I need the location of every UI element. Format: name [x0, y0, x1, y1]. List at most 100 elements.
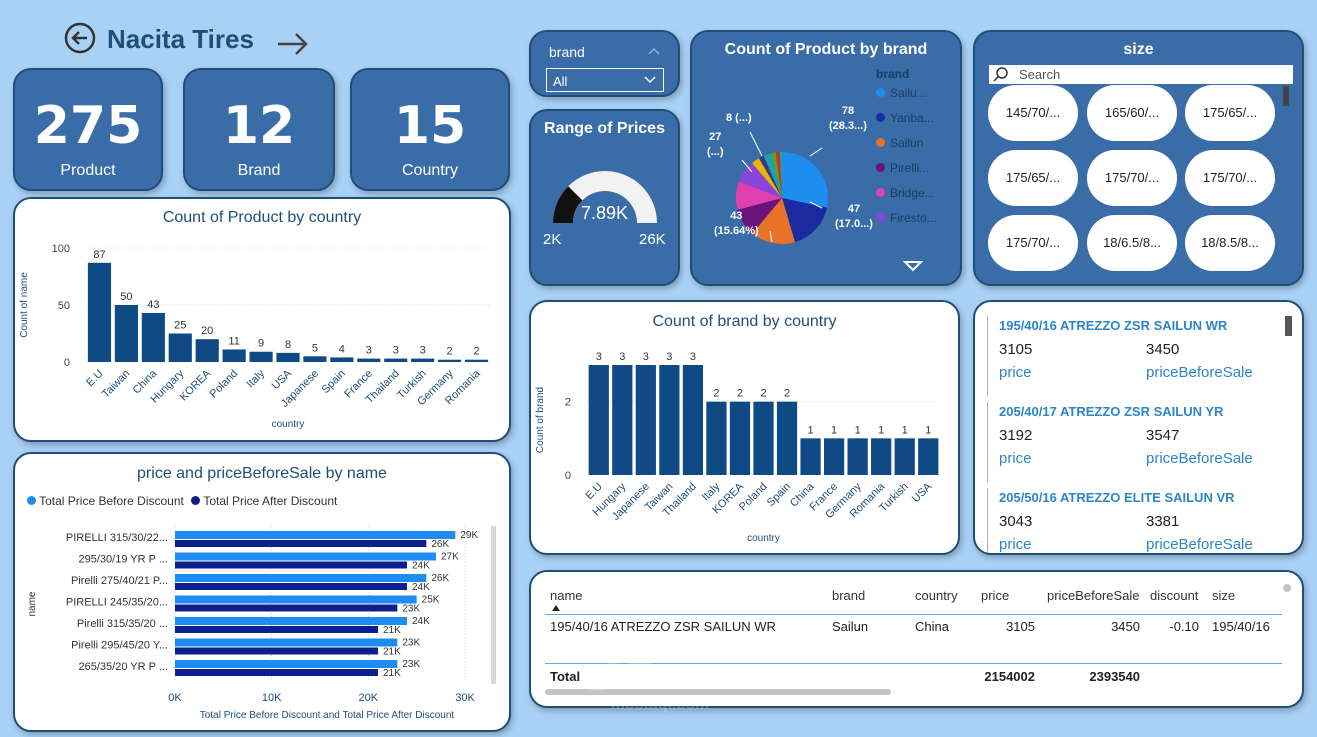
- product-card-before: 3547: [1146, 427, 1180, 444]
- pie-legend-item[interactable]: Firesto...: [876, 211, 937, 236]
- bar-after-discount[interactable]: [175, 540, 427, 547]
- col-size[interactable]: size: [1212, 588, 1236, 603]
- bar[interactable]: [894, 438, 915, 475]
- table-v-scrollbar[interactable]: [1283, 584, 1291, 592]
- bar-before-discount[interactable]: [175, 638, 398, 647]
- bar[interactable]: [141, 312, 165, 362]
- pie-slice[interactable]: [752, 198, 795, 244]
- pie-slice[interactable]: [738, 163, 782, 198]
- pie-slice[interactable]: [779, 152, 782, 198]
- gauge-track: [553, 171, 657, 223]
- bar-after-discount[interactable]: [175, 626, 378, 633]
- table-row[interactable]: 195/40/16 ATREZZO ZSR SAILUN WR Sailun C…: [531, 619, 1283, 641]
- bar[interactable]: [753, 401, 774, 475]
- pie-legend-item[interactable]: Sailun: [876, 136, 937, 161]
- bar-after-discount[interactable]: [175, 604, 398, 612]
- bar[interactable]: [87, 262, 112, 362]
- chart-scrollbar[interactable]: [491, 526, 496, 684]
- pie-slice[interactable]: [758, 155, 782, 198]
- brand-dropdown[interactable]: All: [546, 68, 664, 92]
- size-slicer-scrollbar[interactable]: [1283, 86, 1289, 106]
- size-option[interactable]: 165/60/...: [1087, 85, 1177, 141]
- bar[interactable]: [635, 365, 656, 475]
- bar[interactable]: [776, 401, 798, 475]
- bar[interactable]: [871, 438, 892, 475]
- pie-legend-item[interactable]: Pirelli...: [876, 161, 937, 186]
- bar-before-discount[interactable]: [175, 660, 398, 668]
- col-price-before-sale[interactable]: priceBeforeSale: [1047, 588, 1140, 603]
- pie-legend-item[interactable]: Sailu...: [876, 86, 937, 111]
- product-card[interactable]: 205/40/17 ATREZZO ZSR SAILUN YR 3192 3547 p…: [987, 402, 1277, 482]
- bar-before-discount[interactable]: [175, 617, 407, 625]
- bar[interactable]: [729, 401, 751, 475]
- pie-slice[interactable]: [782, 152, 828, 208]
- bar[interactable]: [823, 438, 845, 475]
- bar[interactable]: [800, 438, 821, 475]
- bar[interactable]: [384, 358, 408, 362]
- pie-slice[interactable]: [736, 181, 782, 210]
- pie-slice[interactable]: [752, 158, 782, 198]
- size-option[interactable]: 18/6.5/8...: [1087, 215, 1177, 271]
- product-card[interactable]: 195/40/16 ATREZZO ZSR SAILUN WR 3105 3450 p…: [987, 316, 1277, 396]
- col-brand[interactable]: brand: [832, 588, 866, 603]
- col-discount[interactable]: discount: [1150, 588, 1199, 603]
- bar[interactable]: [612, 365, 633, 475]
- legend-label: Bridge...: [890, 186, 935, 200]
- bar[interactable]: [464, 359, 489, 362]
- bar-before-discount[interactable]: [175, 531, 456, 539]
- arrow-right-icon[interactable]: [275, 26, 311, 62]
- pie-slice[interactable]: [775, 152, 782, 198]
- bar[interactable]: [659, 365, 680, 475]
- bar-after-discount[interactable]: [175, 647, 378, 655]
- col-name[interactable]: name: [550, 588, 583, 603]
- col-country[interactable]: country: [915, 588, 958, 603]
- bar-before-discount[interactable]: [175, 574, 427, 582]
- bar-value-label: 2: [760, 388, 766, 400]
- bar[interactable]: [588, 365, 609, 475]
- table-h-scrollbar[interactable]: [545, 689, 891, 695]
- pie-slice[interactable]: [763, 153, 782, 198]
- chevron-up-icon[interactable]: [647, 46, 661, 56]
- bar[interactable]: [303, 356, 327, 362]
- bar[interactable]: [330, 357, 354, 362]
- gauge-min: 2K: [543, 231, 562, 248]
- bar-value-label: 2: [473, 346, 479, 358]
- size-search[interactable]: Search: [989, 65, 1293, 84]
- bar[interactable]: [357, 358, 381, 362]
- bar[interactable]: [222, 349, 246, 362]
- col-price[interactable]: price: [981, 588, 1010, 603]
- legend-scroll-down-icon[interactable]: [903, 260, 923, 272]
- pie-slice[interactable]: [782, 198, 827, 243]
- bar[interactable]: [847, 438, 868, 475]
- bar[interactable]: [918, 438, 939, 475]
- size-option[interactable]: 175/70/...: [1087, 150, 1177, 206]
- bar[interactable]: [276, 352, 300, 362]
- bar[interactable]: [114, 305, 138, 362]
- size-option[interactable]: 175/70/...: [1185, 150, 1275, 206]
- bar-before-discount[interactable]: [175, 595, 417, 604]
- bar[interactable]: [438, 359, 462, 362]
- bar[interactable]: [706, 401, 727, 475]
- bar[interactable]: [411, 358, 435, 362]
- pie-slice[interactable]: [737, 198, 782, 234]
- cards-scrollbar[interactable]: [1285, 316, 1292, 336]
- bar[interactable]: [682, 365, 704, 475]
- bar-after-discount[interactable]: [175, 669, 378, 676]
- bar[interactable]: [195, 339, 219, 362]
- arrow-left-circle-icon[interactable]: [63, 21, 97, 55]
- size-option[interactable]: 18/8.5/8...: [1185, 215, 1275, 271]
- bar-before-discount[interactable]: [175, 552, 436, 561]
- x-tick-label: 10K: [262, 692, 282, 704]
- product-card[interactable]: 205/50/16 ATREZZO ELITE SAILUN VR 3043 338…: [987, 488, 1277, 553]
- bar[interactable]: [168, 333, 192, 363]
- size-option[interactable]: 145/70/...: [988, 85, 1078, 141]
- pie-legend-item[interactable]: Yanba...: [876, 111, 937, 136]
- size-option[interactable]: 175/65/...: [988, 150, 1078, 206]
- size-option[interactable]: 175/70/...: [988, 215, 1078, 271]
- bar-after-discount[interactable]: [175, 561, 407, 569]
- size-option[interactable]: 175/65/...: [1185, 85, 1275, 141]
- bar-after-discount[interactable]: [175, 583, 407, 590]
- bar[interactable]: [249, 351, 273, 362]
- pie-legend-item[interactable]: Bridge...: [876, 186, 937, 211]
- pie-slice[interactable]: [771, 152, 782, 198]
